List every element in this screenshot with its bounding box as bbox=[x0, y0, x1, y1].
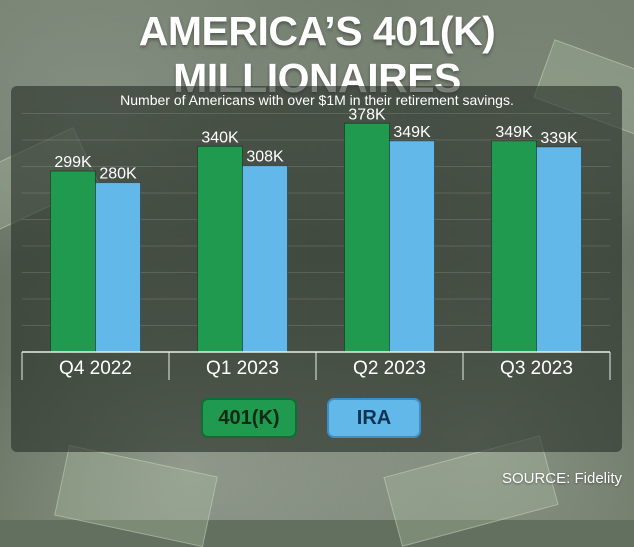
bar-ira bbox=[242, 165, 288, 353]
data-label-401k: 378K bbox=[348, 106, 386, 123]
data-label-401k: 340K bbox=[201, 129, 239, 146]
legend-401k: 401(K) bbox=[201, 398, 297, 438]
bar-ira bbox=[536, 146, 582, 353]
bar-ira bbox=[95, 182, 141, 353]
legend-ira: IRA bbox=[327, 398, 421, 438]
x-tick-label: Q2 2023 bbox=[353, 358, 426, 379]
chart-subtitle: Number of Americans with over $1M in the… bbox=[120, 92, 514, 108]
data-label-ira: 349K bbox=[393, 124, 431, 141]
bar-ira bbox=[389, 140, 435, 353]
x-tick-label: Q4 2022 bbox=[59, 358, 132, 379]
bar-401k bbox=[491, 140, 537, 353]
data-label-ira: 280K bbox=[99, 166, 137, 183]
x-tick-label: Q1 2023 bbox=[206, 358, 279, 379]
x-tick-label: Q3 2023 bbox=[500, 358, 573, 379]
legend-401k-label: 401(K) bbox=[218, 406, 280, 429]
source-note: SOURCE: Fidelity bbox=[501, 470, 622, 487]
data-label-401k: 299K bbox=[54, 154, 92, 171]
legend-ira-label: IRA bbox=[356, 406, 392, 429]
data-label-401k: 349K bbox=[495, 124, 533, 141]
bar-401k bbox=[344, 122, 390, 353]
bar-401k bbox=[50, 170, 96, 353]
bar-chart: 299K 280K 340K 308K 378K 349K 349K 339K Q4 2022… bbox=[21, 106, 611, 380]
data-label-ira: 339K bbox=[540, 130, 578, 147]
data-label-ira: 308K bbox=[246, 149, 284, 166]
bar-401k bbox=[197, 145, 243, 353]
